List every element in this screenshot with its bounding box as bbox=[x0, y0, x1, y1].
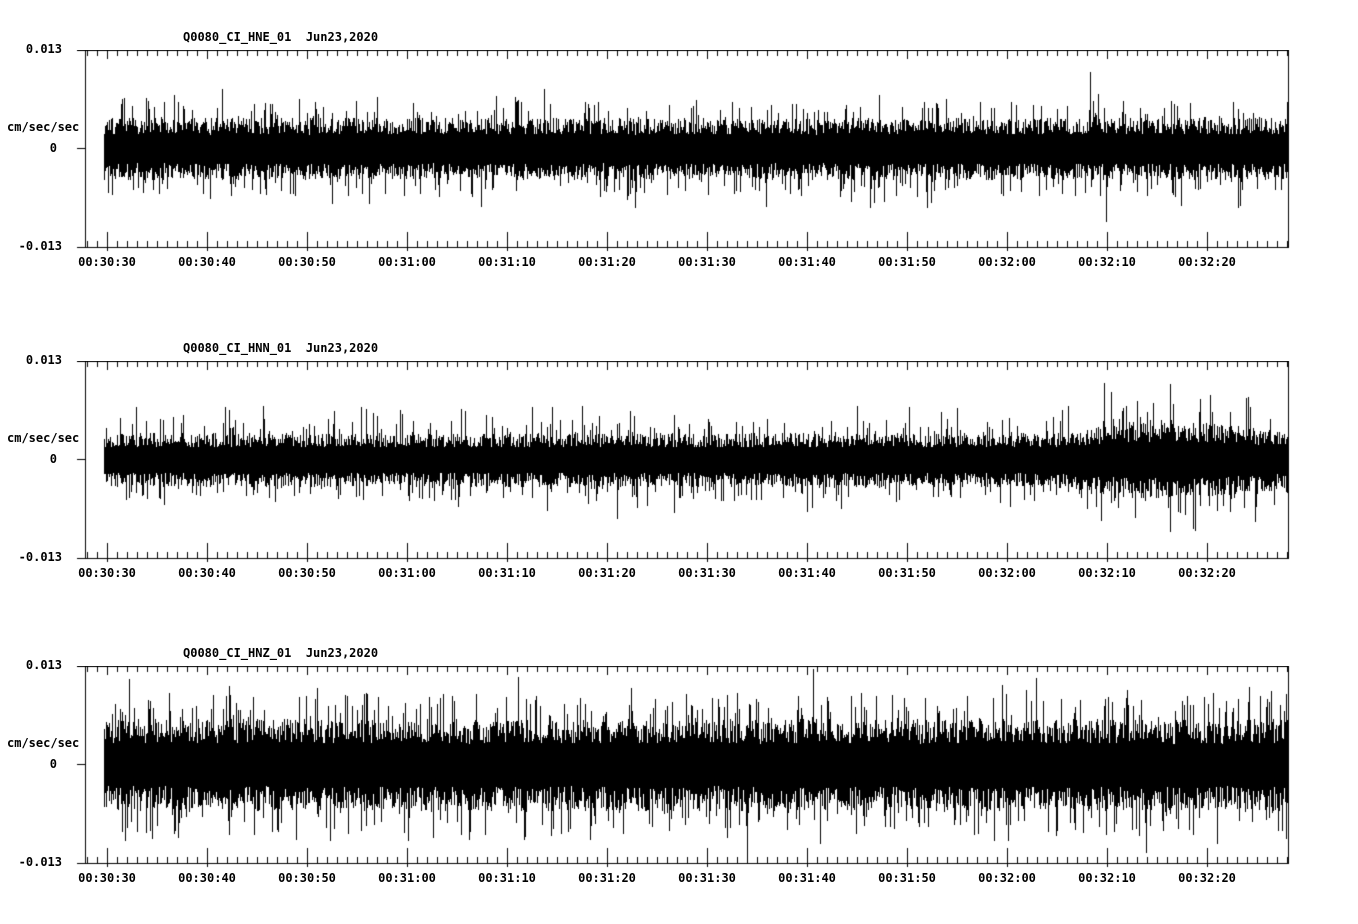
x-axis-tick-label: 00:32:00 bbox=[978, 566, 1036, 580]
x-axis-tick-label: 00:31:10 bbox=[478, 255, 536, 269]
x-axis-tick-label: 00:31:00 bbox=[378, 871, 436, 885]
x-axis-tick-labels: 00:30:30 00:30:40 00:30:50 00:31:00 00:31:10… bbox=[78, 566, 1307, 581]
x-axis-tick-label: 00:32:20 bbox=[1178, 871, 1236, 885]
x-axis-tick-label: 00:31:40 bbox=[778, 566, 836, 580]
y-axis-zero-tick-label: 0 bbox=[49, 757, 57, 771]
x-axis-tick-label: 00:31:30 bbox=[678, 255, 736, 269]
x-axis-tick-label: 00:31:20 bbox=[578, 871, 636, 885]
x-axis-tick-label: 00:31:30 bbox=[678, 871, 736, 885]
x-axis-tick-label: 00:31:00 bbox=[378, 255, 436, 269]
x-axis-tick-label: 00:31:20 bbox=[578, 255, 636, 269]
y-axis-min-tick-label: -0.013 bbox=[18, 550, 62, 564]
y-axis-unit-label: cm/sec/sec bbox=[7, 120, 80, 134]
x-axis-tick-label: 00:30:50 bbox=[278, 566, 336, 580]
x-axis-tick-label: 00:30:40 bbox=[178, 255, 236, 269]
x-axis-tick-label: 00:32:00 bbox=[978, 871, 1036, 885]
y-axis-max-tick-label: 0.013 bbox=[25, 353, 62, 367]
x-axis-tick-label: 00:30:40 bbox=[178, 566, 236, 580]
chart-title: Q0080_CI_HNN_01 Jun23,2020 bbox=[183, 341, 379, 355]
waveform-trace-hnn bbox=[76, 361, 1292, 564]
x-axis-tick-label: 00:31:10 bbox=[478, 566, 536, 580]
y-axis-zero-tick-label: 0 bbox=[49, 141, 57, 155]
y-axis-zero-tick-label: 0 bbox=[49, 452, 57, 466]
x-axis-tick-label: 00:31:00 bbox=[378, 566, 436, 580]
x-axis-tick-label: 00:30:50 bbox=[278, 255, 336, 269]
x-axis-tick-label: 00:30:30 bbox=[78, 566, 136, 580]
x-axis-tick-label: 00:31:50 bbox=[878, 566, 936, 580]
x-axis-tick-label: 00:31:40 bbox=[778, 255, 836, 269]
waveform-trace-hnz bbox=[76, 666, 1292, 869]
x-axis-tick-label: 00:30:30 bbox=[78, 255, 136, 269]
x-axis-tick-label: 00:31:50 bbox=[878, 255, 936, 269]
x-axis-tick-label: 00:32:20 bbox=[1178, 255, 1236, 269]
x-axis-tick-label: 00:31:40 bbox=[778, 871, 836, 885]
x-axis-tick-label: 00:31:30 bbox=[678, 566, 736, 580]
x-axis-tick-label: 00:32:10 bbox=[1078, 871, 1136, 885]
x-axis-tick-label: 00:30:30 bbox=[78, 871, 136, 885]
x-axis-tick-label: 00:32:00 bbox=[978, 255, 1036, 269]
x-axis-tick-label: 00:32:10 bbox=[1078, 566, 1136, 580]
x-axis-tick-labels: 00:30:30 00:30:40 00:30:50 00:31:00 00:31:10… bbox=[78, 871, 1307, 886]
x-axis-tick-label: 00:32:10 bbox=[1078, 255, 1136, 269]
y-axis-min-tick-label: -0.013 bbox=[18, 239, 62, 253]
x-axis-tick-label: 00:31:50 bbox=[878, 871, 936, 885]
y-axis-max-tick-label: 0.013 bbox=[25, 42, 62, 56]
y-axis-min-tick-label: -0.013 bbox=[18, 855, 62, 869]
waveform-trace-hne bbox=[76, 50, 1292, 253]
y-axis-unit-label: cm/sec/sec bbox=[7, 736, 80, 750]
x-axis-tick-label: 00:32:20 bbox=[1178, 566, 1236, 580]
chart-title: Q0080_CI_HNZ_01 Jun23,2020 bbox=[183, 646, 379, 660]
chart-title: Q0080_CI_HNE_01 Jun23,2020 bbox=[183, 30, 379, 44]
y-axis-unit-label: cm/sec/sec bbox=[7, 431, 80, 445]
y-axis-max-tick-label: 0.013 bbox=[25, 658, 62, 672]
x-axis-tick-label: 00:31:10 bbox=[478, 871, 536, 885]
x-axis-tick-label: 00:30:40 bbox=[178, 871, 236, 885]
x-axis-tick-labels: 00:30:30 00:30:40 00:30:50 00:31:00 00:31:10… bbox=[78, 255, 1307, 270]
x-axis-tick-label: 00:30:50 bbox=[278, 871, 336, 885]
x-axis-tick-label: 00:31:20 bbox=[578, 566, 636, 580]
